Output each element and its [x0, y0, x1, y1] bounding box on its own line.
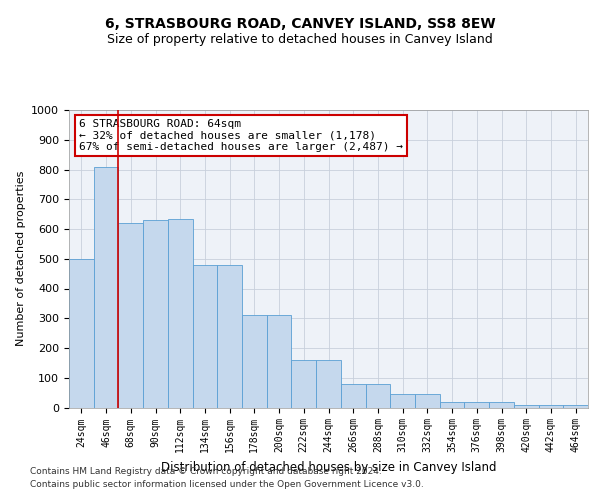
Bar — [292, 360, 316, 408]
Bar — [365, 384, 390, 407]
Bar — [390, 394, 415, 407]
Bar — [316, 360, 341, 408]
Bar — [168, 218, 193, 408]
Bar — [539, 404, 563, 407]
Bar — [514, 404, 539, 407]
Bar — [217, 264, 242, 408]
Text: 6, STRASBOURG ROAD, CANVEY ISLAND, SS8 8EW: 6, STRASBOURG ROAD, CANVEY ISLAND, SS8 8… — [104, 18, 496, 32]
Bar — [94, 166, 118, 408]
Text: Size of property relative to detached houses in Canvey Island: Size of property relative to detached ho… — [107, 32, 493, 46]
Bar — [242, 316, 267, 408]
Bar — [267, 316, 292, 408]
Bar — [563, 405, 588, 407]
Bar — [415, 394, 440, 407]
Bar — [193, 264, 217, 408]
Bar — [69, 259, 94, 408]
Bar — [440, 402, 464, 407]
Bar — [143, 220, 168, 408]
Bar — [464, 402, 489, 407]
Bar — [118, 223, 143, 408]
Text: 6 STRASBOURG ROAD: 64sqm
← 32% of detached houses are smaller (1,178)
67% of sem: 6 STRASBOURG ROAD: 64sqm ← 32% of detach… — [79, 119, 403, 152]
Bar — [489, 402, 514, 407]
Text: Contains HM Land Registry data © Crown copyright and database right 2024.: Contains HM Land Registry data © Crown c… — [30, 467, 382, 476]
Bar — [341, 384, 365, 407]
Text: Contains public sector information licensed under the Open Government Licence v3: Contains public sector information licen… — [30, 480, 424, 489]
X-axis label: Distribution of detached houses by size in Canvey Island: Distribution of detached houses by size … — [161, 461, 496, 474]
Y-axis label: Number of detached properties: Number of detached properties — [16, 171, 26, 346]
